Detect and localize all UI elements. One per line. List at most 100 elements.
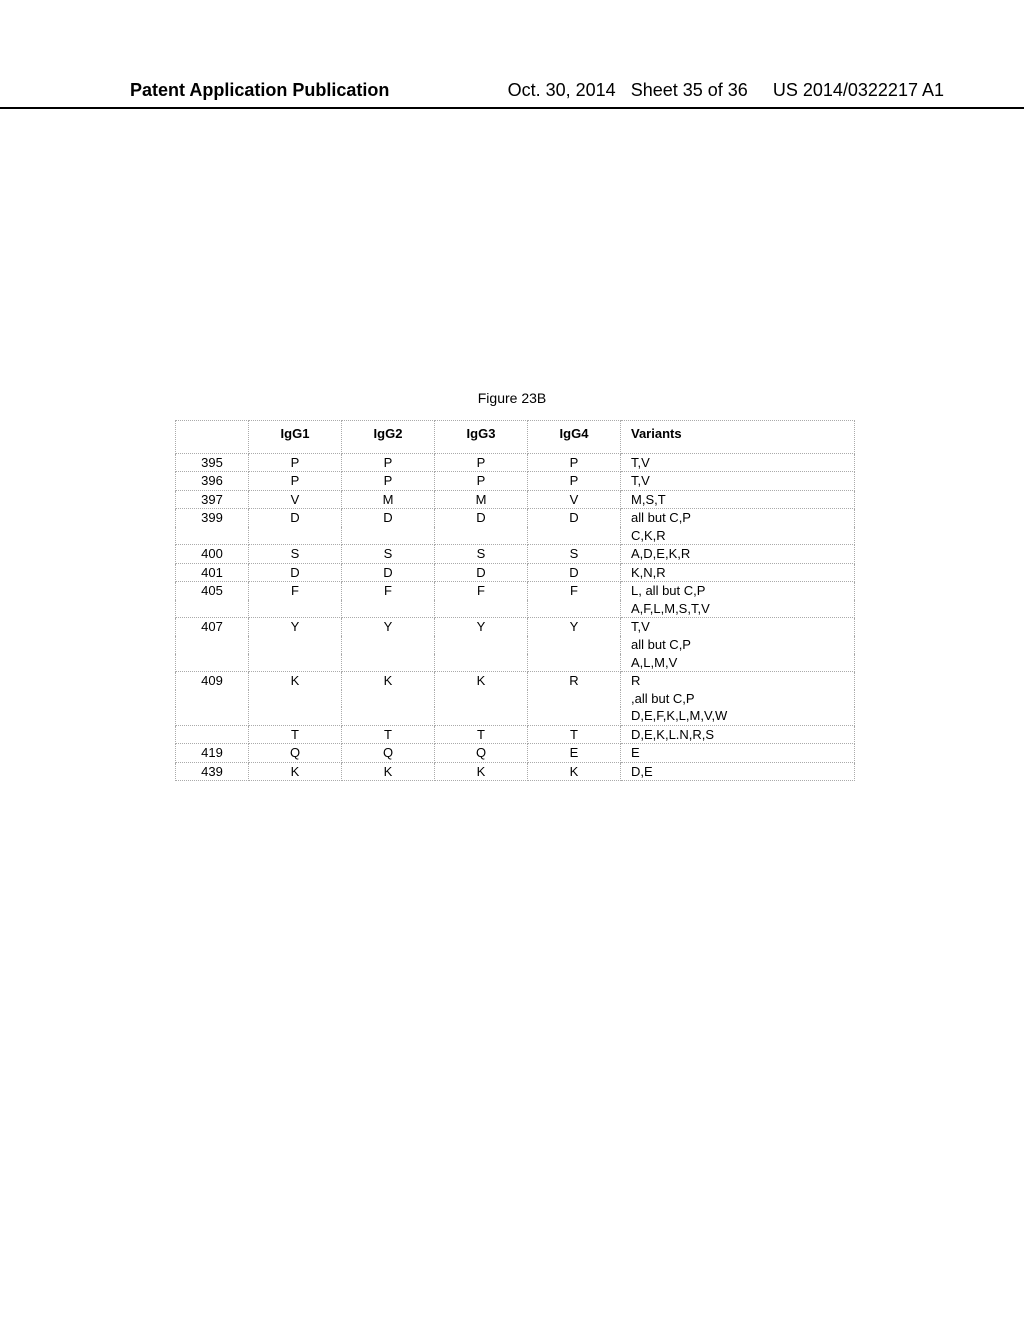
table-cell: T,V	[621, 453, 855, 472]
table-cell	[176, 636, 249, 654]
table-cell: D	[435, 563, 528, 582]
header-left: Patent Application Publication	[130, 80, 389, 101]
table-cell: T	[435, 725, 528, 744]
table-cell: K	[342, 672, 435, 690]
figure-title: Figure 23B	[0, 390, 1024, 406]
table-cell	[342, 707, 435, 725]
table-cell: 397	[176, 490, 249, 509]
table-cell	[176, 707, 249, 725]
table-cell: S	[342, 545, 435, 564]
table-cell	[249, 654, 342, 672]
table-cell: D	[528, 509, 621, 527]
table-cell: A,L,M,V	[621, 654, 855, 672]
table-cell	[435, 636, 528, 654]
table-cell: M	[342, 490, 435, 509]
table-cell: all but C,P	[621, 636, 855, 654]
table-cell	[342, 600, 435, 618]
table-cell: 409	[176, 672, 249, 690]
table-cell	[528, 690, 621, 708]
table-cell	[435, 654, 528, 672]
table-cell	[249, 707, 342, 725]
table-cell: K	[249, 672, 342, 690]
table-cell: K	[435, 762, 528, 781]
table-cell	[435, 600, 528, 618]
table-row: 407YYYYT,V	[176, 618, 855, 636]
table-cell: P	[249, 453, 342, 472]
table-row: D,E,F,K,L,M,V,W	[176, 707, 855, 725]
table-cell: D,E,F,K,L,M,V,W	[621, 707, 855, 725]
table-header-cell: IgG2	[342, 421, 435, 454]
table-cell: 396	[176, 472, 249, 491]
table-cell	[528, 654, 621, 672]
table-cell: 399	[176, 509, 249, 527]
table-cell: R	[528, 672, 621, 690]
table-row: A,F,L,M,S,T,V	[176, 600, 855, 618]
table-row: 439KKKKD,E	[176, 762, 855, 781]
table-cell: K	[249, 762, 342, 781]
table-row: 405FFFFL, all but C,P	[176, 582, 855, 600]
table-cell: S	[435, 545, 528, 564]
table-row: 401DDDDK,N,R	[176, 563, 855, 582]
table-container: IgG1IgG2IgG3IgG4Variants 395PPPPT,V396PP…	[175, 420, 855, 781]
table-row: 409KKKRR	[176, 672, 855, 690]
table-cell: Q	[249, 744, 342, 763]
table-header-cell: Variants	[621, 421, 855, 454]
table-cell: T,V	[621, 618, 855, 636]
header-right: Oct. 30, 2014 Sheet 35 of 36 US 2014/032…	[508, 80, 944, 101]
table-row: 400SSSSA,D,E,K,R	[176, 545, 855, 564]
table-cell: S	[249, 545, 342, 564]
table-cell: K	[435, 672, 528, 690]
table-cell: Y	[342, 618, 435, 636]
table-row: A,L,M,V	[176, 654, 855, 672]
table-cell: E	[621, 744, 855, 763]
table-row: 399DDDDall but C,P	[176, 509, 855, 527]
table-cell: V	[528, 490, 621, 509]
table-cell: 400	[176, 545, 249, 564]
table-row: 397VMMVM,S,T	[176, 490, 855, 509]
table-cell: 407	[176, 618, 249, 636]
table-cell: A,D,E,K,R	[621, 545, 855, 564]
table-cell: P	[435, 472, 528, 491]
table-cell: D	[342, 509, 435, 527]
table-cell: T	[342, 725, 435, 744]
table-cell	[176, 725, 249, 744]
table-cell	[249, 690, 342, 708]
table-cell	[249, 636, 342, 654]
table-row: 395PPPPT,V	[176, 453, 855, 472]
table-cell: P	[342, 472, 435, 491]
table-cell: E	[528, 744, 621, 763]
table-cell	[342, 690, 435, 708]
table-row: TTTTD,E,K,L.N,R,S	[176, 725, 855, 744]
table-cell: F	[249, 582, 342, 600]
table-cell	[342, 636, 435, 654]
table-header-row: IgG1IgG2IgG3IgG4Variants	[176, 421, 855, 454]
table-cell: 419	[176, 744, 249, 763]
table-cell: R	[621, 672, 855, 690]
table-cell: T,V	[621, 472, 855, 491]
table-cell: M,S,T	[621, 490, 855, 509]
table-cell: Y	[249, 618, 342, 636]
table-cell: D	[249, 509, 342, 527]
table-cell: D	[435, 509, 528, 527]
table-cell	[249, 527, 342, 545]
table-cell: F	[342, 582, 435, 600]
table-cell: D	[249, 563, 342, 582]
table-header-cell: IgG3	[435, 421, 528, 454]
table-cell	[176, 654, 249, 672]
table-cell: P	[528, 472, 621, 491]
table-cell	[528, 636, 621, 654]
table-cell: T	[528, 725, 621, 744]
table-cell: P	[435, 453, 528, 472]
table-cell: C,K,R	[621, 527, 855, 545]
table-cell	[176, 600, 249, 618]
table-cell: K,N,R	[621, 563, 855, 582]
table-body: 395PPPPT,V396PPPPT,V397VMMVM,S,T399DDDDa…	[176, 453, 855, 781]
table-cell: P	[528, 453, 621, 472]
table-row: ,all but C,P	[176, 690, 855, 708]
header-sheet: Sheet 35 of 36	[631, 80, 748, 100]
table-cell: P	[342, 453, 435, 472]
table-cell: all but C,P	[621, 509, 855, 527]
table-cell	[435, 690, 528, 708]
table-cell	[176, 690, 249, 708]
table-cell	[528, 527, 621, 545]
